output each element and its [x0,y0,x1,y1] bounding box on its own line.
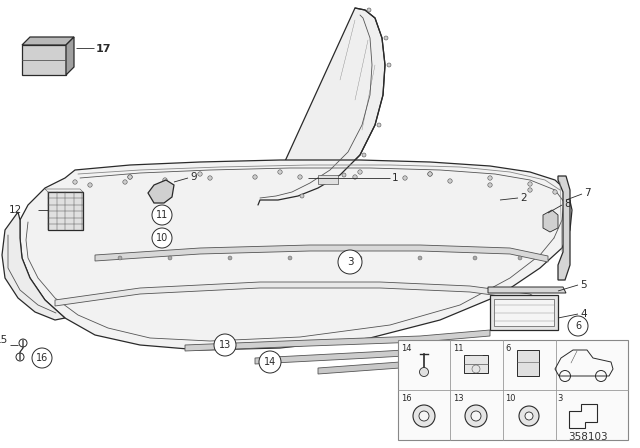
Polygon shape [490,295,558,330]
Circle shape [298,175,302,179]
Circle shape [525,412,533,420]
Text: 14: 14 [401,344,412,353]
Circle shape [358,256,362,260]
Text: 14: 14 [264,357,276,367]
Text: 17: 17 [96,43,111,53]
Polygon shape [2,212,65,320]
Polygon shape [255,343,480,364]
Text: 15: 15 [0,335,8,345]
Polygon shape [318,358,445,374]
Polygon shape [148,180,174,203]
Circle shape [553,190,557,194]
Circle shape [377,123,381,127]
Text: 13: 13 [219,340,231,350]
Circle shape [465,405,487,427]
Text: 6: 6 [575,321,581,331]
Circle shape [518,256,522,260]
Text: 16: 16 [36,353,48,363]
Circle shape [338,250,362,274]
Polygon shape [318,175,338,184]
Circle shape [428,172,432,176]
Text: 12: 12 [9,205,22,215]
Circle shape [362,153,366,157]
Circle shape [519,406,539,426]
Circle shape [73,180,77,184]
Polygon shape [48,192,83,230]
Circle shape [488,183,492,187]
Text: 6: 6 [505,344,510,353]
Text: 7: 7 [584,188,591,198]
Text: 9: 9 [190,172,196,182]
Circle shape [198,172,202,176]
Circle shape [418,256,422,260]
Text: 5: 5 [580,280,587,290]
Text: 4: 4 [580,309,587,319]
Polygon shape [95,245,548,262]
Circle shape [413,405,435,427]
Polygon shape [55,282,540,306]
Circle shape [168,256,172,260]
Polygon shape [488,287,566,293]
FancyBboxPatch shape [464,355,488,373]
Circle shape [300,194,304,198]
Text: 11: 11 [453,344,463,353]
Circle shape [259,351,281,373]
Polygon shape [260,8,385,205]
Text: 16: 16 [401,394,412,403]
Circle shape [528,188,532,192]
Polygon shape [185,330,490,351]
Circle shape [123,180,127,184]
Polygon shape [22,37,74,45]
Polygon shape [20,160,572,350]
Circle shape [342,173,346,177]
Text: 11: 11 [156,210,168,220]
Circle shape [128,175,132,179]
Polygon shape [22,45,66,75]
Circle shape [163,178,167,182]
Circle shape [419,367,429,376]
Circle shape [488,176,492,180]
FancyBboxPatch shape [517,350,539,376]
Circle shape [228,256,232,260]
Circle shape [387,63,391,67]
Text: 358103: 358103 [568,432,608,442]
Text: 10: 10 [156,233,168,243]
Circle shape [208,176,212,180]
Circle shape [288,256,292,260]
Text: 13: 13 [453,394,463,403]
FancyBboxPatch shape [398,340,628,440]
Circle shape [214,334,236,356]
Circle shape [568,316,588,336]
Circle shape [384,36,388,40]
Text: 3: 3 [557,394,563,403]
Circle shape [278,170,282,174]
Circle shape [152,228,172,248]
Circle shape [473,256,477,260]
Circle shape [353,175,357,179]
Circle shape [118,256,122,260]
Circle shape [448,179,452,183]
Text: 8: 8 [564,199,571,209]
Text: 2: 2 [520,193,527,203]
Circle shape [403,176,407,180]
Circle shape [367,8,371,12]
Text: 1: 1 [392,173,399,183]
Circle shape [152,205,172,225]
Circle shape [419,411,429,421]
Circle shape [358,170,362,174]
Polygon shape [543,210,558,232]
Circle shape [88,183,92,187]
Circle shape [253,175,257,179]
Polygon shape [558,176,570,280]
Circle shape [471,411,481,421]
Circle shape [32,348,52,368]
Circle shape [128,175,132,179]
Circle shape [428,172,432,176]
Text: 10: 10 [505,394,515,403]
Circle shape [528,182,532,186]
Polygon shape [494,299,554,326]
Text: 3: 3 [347,257,353,267]
Polygon shape [66,37,74,75]
